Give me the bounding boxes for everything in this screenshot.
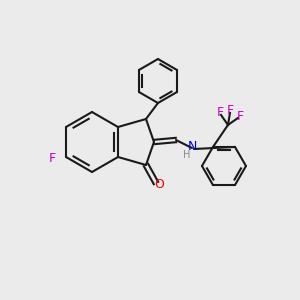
Text: F: F (49, 152, 56, 166)
Text: F: F (216, 106, 224, 119)
Text: H: H (183, 150, 191, 160)
Text: F: F (226, 104, 233, 117)
Text: N: N (187, 140, 197, 152)
Text: O: O (154, 178, 164, 191)
Text: F: F (236, 110, 244, 123)
